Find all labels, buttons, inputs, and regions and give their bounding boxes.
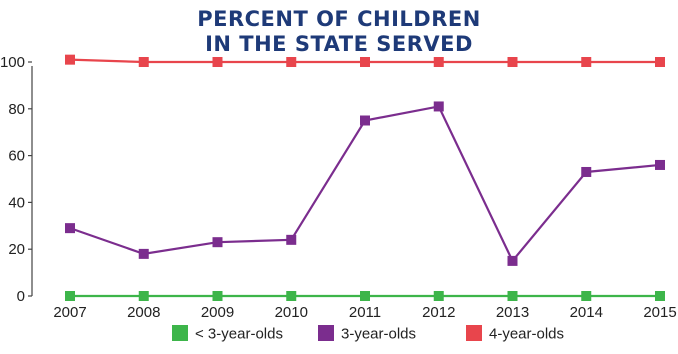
data-point — [65, 223, 75, 233]
legend-label: 3-year-olds — [341, 326, 416, 343]
data-point — [213, 57, 223, 67]
data-point — [581, 57, 591, 67]
data-point — [65, 291, 75, 301]
series-group — [65, 291, 665, 301]
x-tick-label: 2010 — [275, 304, 308, 321]
legend-label: 4-year-olds — [489, 326, 564, 343]
data-point — [139, 291, 149, 301]
x-tick-label: 2014 — [570, 304, 603, 321]
x-tick-label: 2007 — [53, 304, 86, 321]
data-point — [655, 160, 665, 170]
data-point — [360, 116, 370, 126]
data-point — [581, 291, 591, 301]
data-point — [581, 167, 591, 177]
data-point — [286, 235, 296, 245]
data-point — [213, 237, 223, 247]
series-layer — [65, 55, 665, 301]
data-point — [286, 291, 296, 301]
y-tick-label: 0 — [17, 288, 25, 305]
data-point — [434, 101, 444, 111]
data-point — [360, 57, 370, 67]
data-point — [508, 291, 518, 301]
y-tick-label: 40 — [8, 194, 25, 211]
x-tick-label: 2011 — [349, 304, 381, 321]
x-tick-label: 2012 — [422, 304, 455, 321]
data-point — [508, 256, 518, 266]
data-point — [655, 57, 665, 67]
data-point — [434, 57, 444, 67]
data-point — [655, 291, 665, 301]
series-group — [65, 55, 665, 67]
data-point — [286, 57, 296, 67]
legend-label: < 3-year-olds — [195, 326, 283, 343]
legend-swatch — [172, 325, 188, 341]
series-line — [70, 106, 660, 260]
legend-swatch — [318, 325, 334, 341]
x-tick-label: 2009 — [201, 304, 234, 321]
y-tick-label: 60 — [8, 148, 25, 165]
axes: 0 20 40 60 80 100 2007 2008 2009 2010 2011 2012 2013… — [0, 54, 677, 321]
y-tick-label: 80 — [8, 101, 25, 118]
y-tick-label: 20 — [8, 241, 25, 258]
data-point — [508, 57, 518, 67]
data-point — [434, 291, 444, 301]
chart-title-line-1: PERCENT OF CHILDREN — [197, 7, 481, 31]
data-point — [360, 291, 370, 301]
chart-title-line-2: IN THE STATE SERVED — [205, 32, 473, 56]
series-group — [65, 101, 665, 265]
data-point — [213, 291, 223, 301]
data-point — [139, 57, 149, 67]
x-tick-label: 2008 — [127, 304, 160, 321]
x-tick-label: 2013 — [496, 304, 529, 321]
legend-swatch — [466, 325, 482, 341]
legend: < 3-year-olds 3-year-olds 4-year-olds — [172, 325, 564, 343]
y-tick-label: 100 — [0, 54, 25, 71]
x-tick-label: 2015 — [643, 304, 676, 321]
data-point — [139, 249, 149, 259]
data-point — [65, 55, 75, 65]
